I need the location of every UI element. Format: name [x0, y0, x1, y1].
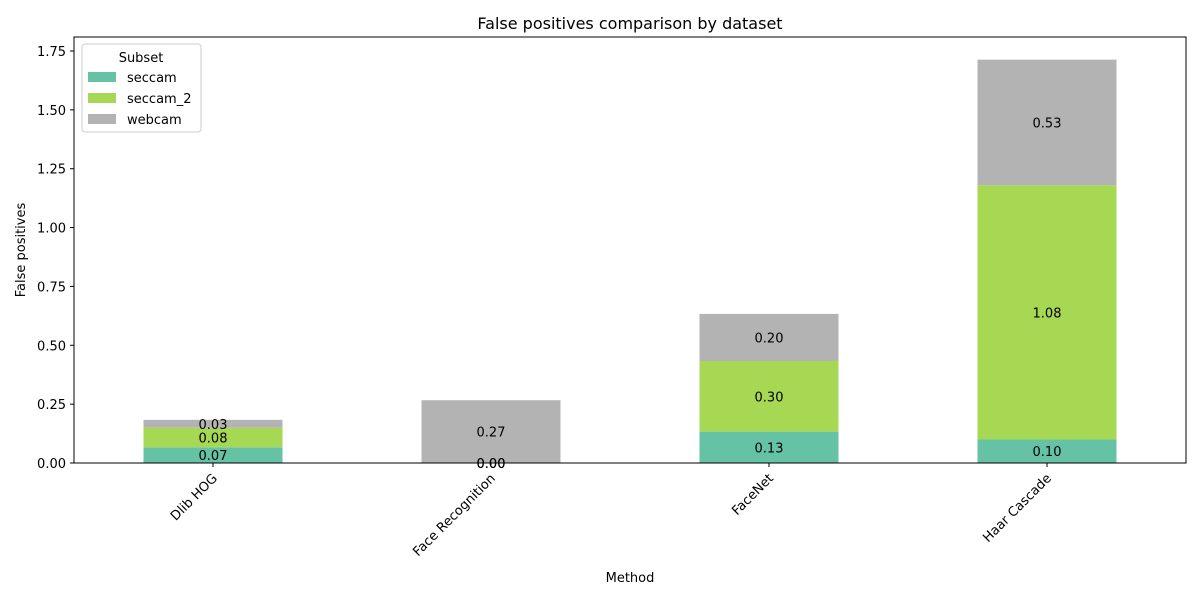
bar-webcam-3: [977, 59, 1117, 186]
data-label-seccam-0: 0.07: [199, 449, 228, 464]
bar-seccam-3: [977, 439, 1117, 463]
bar-seccam_2-0: [143, 427, 283, 448]
y-axis-label: False positives: [14, 203, 29, 298]
bar-webcam-0: [143, 419, 283, 428]
bars-layer: [143, 59, 1117, 463]
x-tick-label: FaceNet: [729, 471, 777, 519]
y-tick-label: 1.00: [37, 222, 66, 237]
y-tick-label: 0.75: [37, 280, 66, 295]
bar-webcam-2: [699, 313, 839, 361]
x-axis-label: Method: [606, 571, 655, 586]
legend-swatch-webcam: [88, 114, 116, 124]
bar-webcam-1: [421, 400, 561, 463]
data-label-seccam_2-2: 0.30: [755, 390, 784, 405]
x-tick-label: Haar Cascade: [980, 471, 1055, 546]
y-tick-label: 1.75: [37, 45, 66, 60]
plot-frame: [73, 36, 1187, 464]
data-label-seccam-2: 0.13: [755, 441, 784, 456]
x-tick-label: Face Recognition: [410, 471, 498, 559]
bar-seccam_2-2: [699, 360, 839, 432]
legend-title: Subset: [119, 51, 164, 66]
y-axis: 0.00 0.25 0.50 0.75 1.00 1.25 1.50 1.75: [37, 45, 74, 472]
data-label-webcam-3: 0.53: [1033, 116, 1062, 131]
data-label-webcam-1: 0.27: [477, 426, 506, 441]
bar-seccam_2-3: [977, 185, 1117, 440]
legend-label-seccam: seccam: [127, 71, 177, 86]
data-label-webcam-0: 0.03: [199, 418, 228, 433]
data-label-seccam-3: 0.10: [1033, 445, 1062, 460]
data-label-seccam_2-0: 0.08: [199, 431, 228, 446]
legend-label-webcam: webcam: [127, 113, 182, 128]
x-tick-label: Dlib HOG: [168, 471, 221, 524]
chart-title: False positives comparison by dataset: [477, 14, 782, 33]
y-tick-label: 0.00: [37, 457, 66, 472]
bar-seccam-2: [699, 431, 839, 463]
y-tick-label: 0.50: [37, 339, 66, 354]
data-labels-layer: 0.070.000.13 0.100.080.000.301.080.030.27…: [199, 116, 1062, 472]
data-label-seccam_2-3: 1.08: [1033, 306, 1062, 321]
legend-frame: [81, 43, 202, 133]
y-tick-label: 1.25: [37, 163, 66, 178]
y-tick-label: 1.50: [37, 104, 66, 119]
legend-swatch-seccam_2: [88, 93, 116, 103]
data-label-webcam-2: 0.20: [755, 331, 784, 346]
bar-seccam-0: [143, 447, 283, 463]
legend-label-seccam_2: seccam_2: [127, 92, 191, 107]
x-axis: Dlib HOG Face Recognition FaceNet Haar Casc…: [168, 463, 1055, 560]
legend-swatch-seccam: [88, 72, 116, 82]
y-tick-label: 0.25: [37, 398, 66, 413]
